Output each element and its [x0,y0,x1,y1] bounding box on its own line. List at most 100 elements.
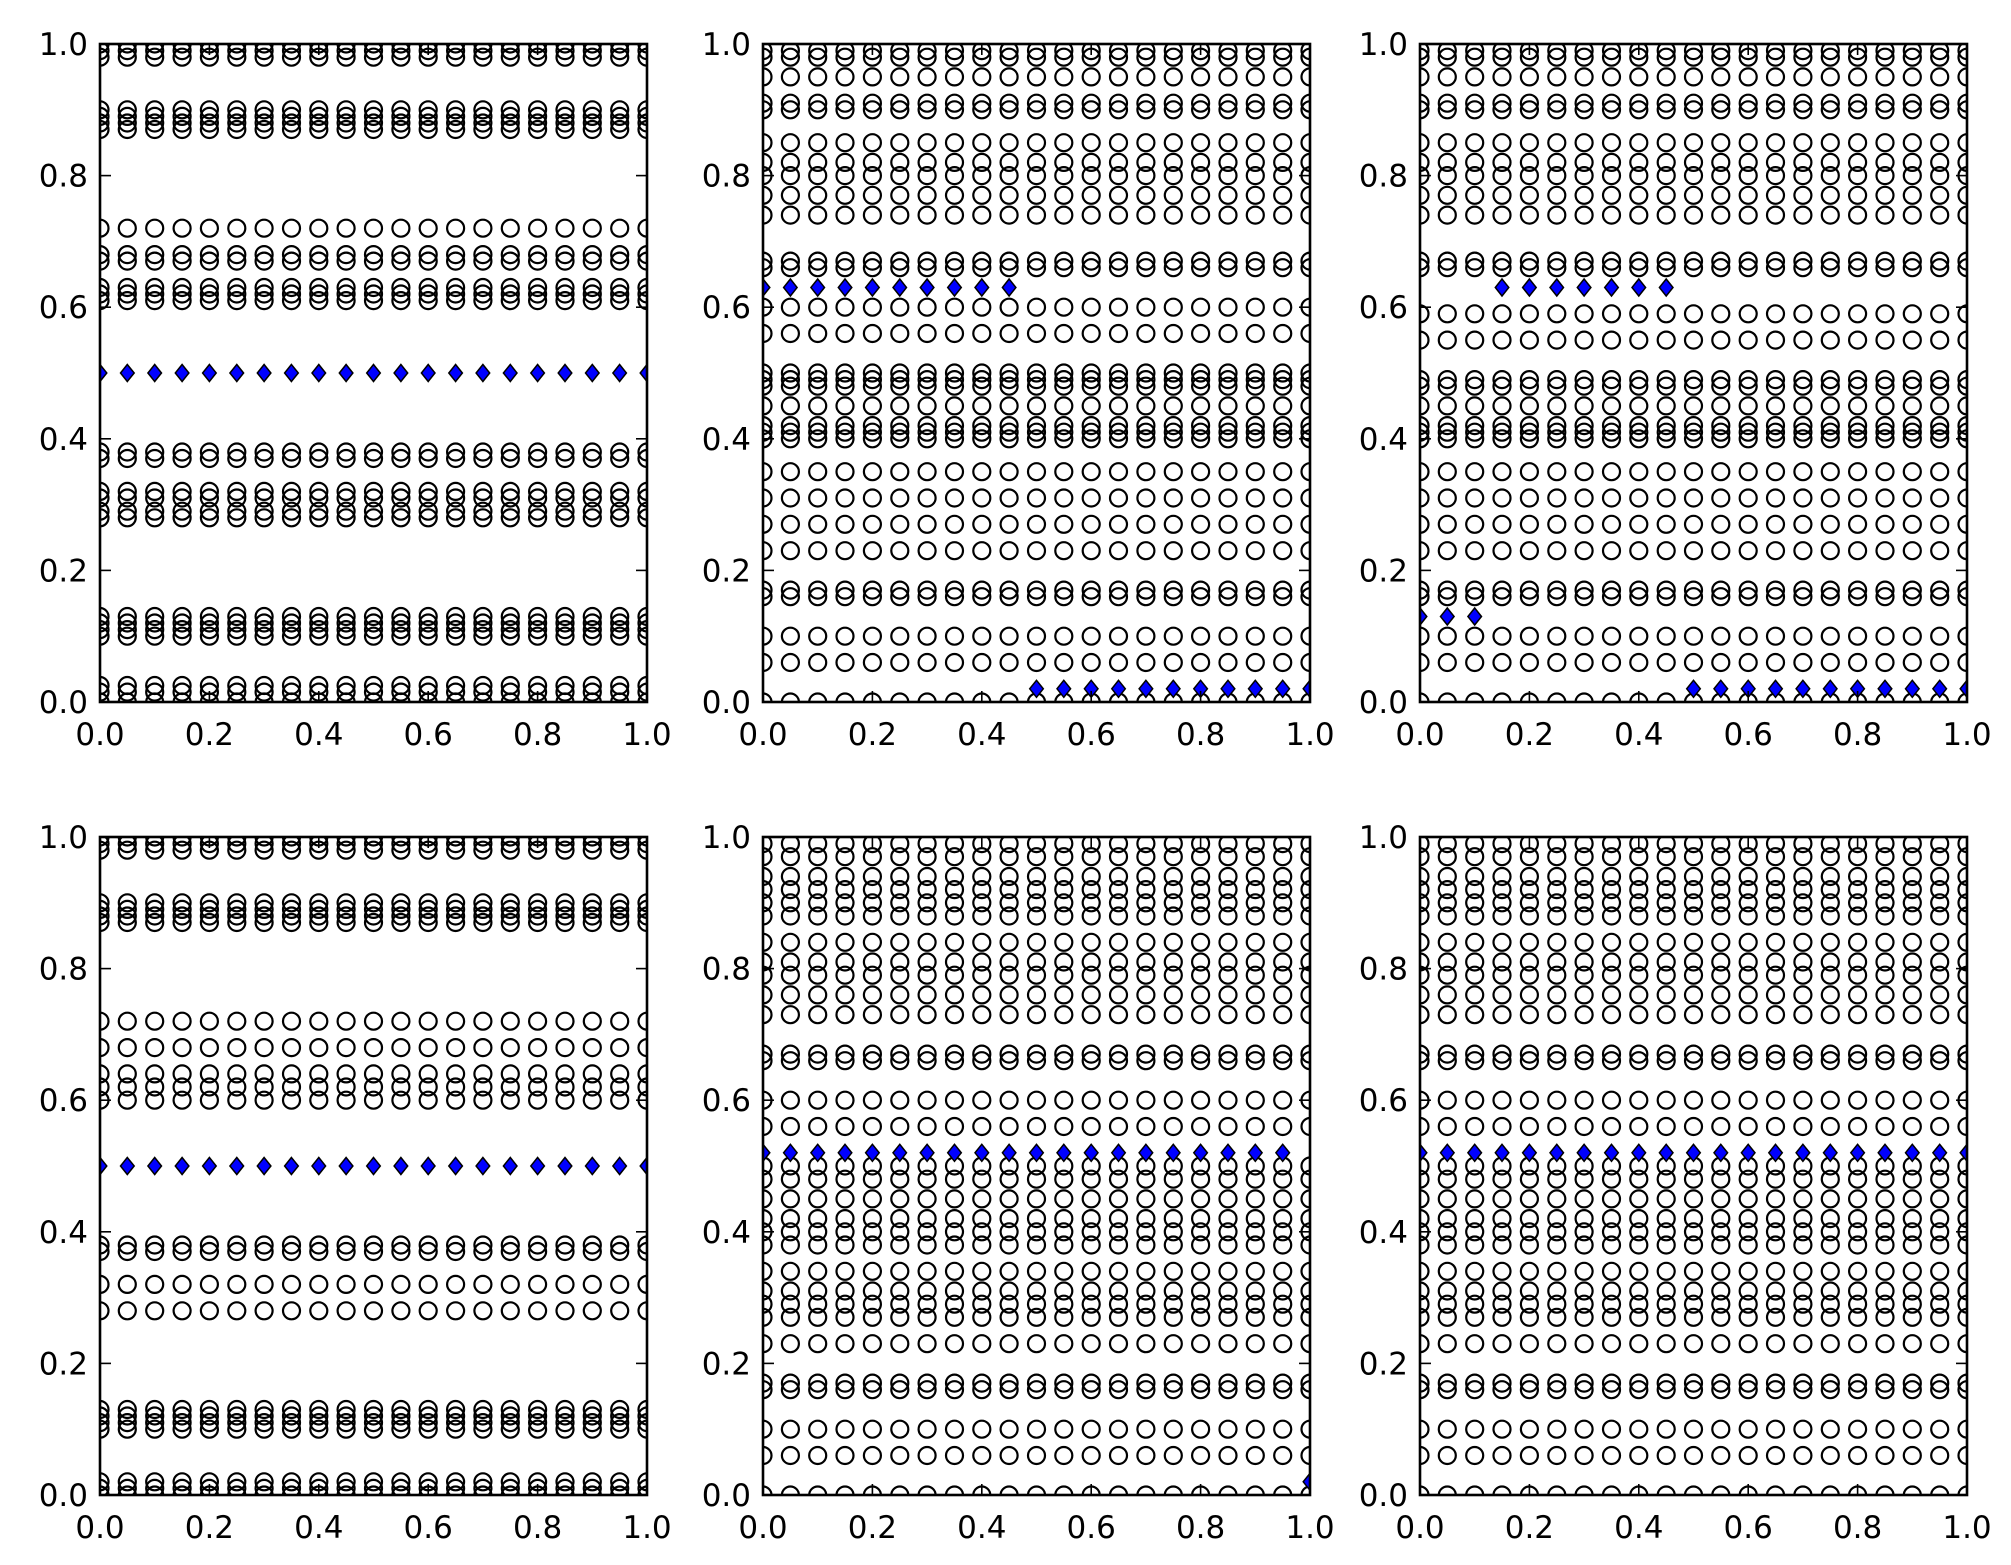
circle-point [1190,323,1211,344]
circle-point [944,514,965,534]
circle-point [1420,1294,1430,1314]
circle-point [1026,1208,1047,1229]
circle-point [1081,985,1101,1005]
circle-point [1108,370,1129,390]
circle-point [1902,837,1922,854]
circle-point [1629,1051,1649,1071]
circle-point [1547,692,1567,702]
circle-point [100,1011,110,1031]
circle-point [1108,541,1129,561]
circle-point [1683,1307,1704,1327]
circle-point [1738,185,1758,205]
circle-point [1847,152,1868,172]
circle-point [418,44,438,61]
circle-point [1738,133,1758,153]
circle-point [1656,626,1676,646]
data-markers [763,837,1310,1495]
circle-point [309,606,329,627]
circle-point [780,587,801,607]
axes-frame [1418,42,1969,704]
circle-point [500,1399,520,1420]
circle-point [1081,879,1101,900]
circle-point [309,448,329,469]
circle-point [527,1406,548,1426]
circle-point [418,837,438,854]
diamond-point [119,1156,136,1176]
circle-point [145,291,165,311]
circle-point [145,626,165,646]
circle-point [281,837,302,854]
circle-point [1163,514,1183,534]
circle-point [500,218,520,238]
circle-point [363,100,384,120]
circle-point [1820,541,1840,561]
circle-point [1820,1419,1840,1439]
circle-point [1054,152,1074,172]
circle-point [890,422,910,442]
diamond-point [1466,1143,1483,1163]
circle-point [610,1301,630,1321]
circle-point [1465,1169,1485,1189]
circle-point [917,47,937,67]
circle-point [1820,1445,1840,1466]
circle-point [1711,866,1731,887]
circle-point [1930,1051,1950,1071]
circle-point [1547,422,1567,442]
circle-point [917,514,937,534]
circle-point [1601,692,1622,702]
circle-point [1420,422,1430,442]
circle-point [763,462,773,482]
circle-point [1245,1485,1265,1495]
circle-point [446,481,466,501]
circle-point [1930,376,1950,396]
circle-point [1930,416,1950,436]
circle-point [1136,893,1156,913]
circle-point [1629,837,1649,854]
circle-point [1054,514,1074,534]
circle-point [527,1399,548,1420]
circle-point [1765,1051,1786,1071]
circle-point [917,1222,937,1242]
circle-point [1437,1005,1457,1025]
circle-point [1190,514,1211,534]
circle-point [363,1478,384,1495]
circle-point [1136,965,1156,985]
circle-point [1245,985,1265,1005]
circle-point [1601,205,1622,225]
circle-point [418,245,438,265]
circle-point [1026,866,1047,887]
y-tick-label: 0.4 [39,1215,88,1251]
circle-point [917,1485,937,1495]
circle-point [1957,1380,1967,1400]
circle-point [1930,879,1950,900]
circle-point [890,906,910,926]
circle-point [1163,251,1183,271]
diamond-point [1959,1143,1967,1163]
circle-point [637,245,647,265]
circle-point [1136,133,1156,153]
circle-point [1656,965,1676,985]
circle-point [1300,67,1310,87]
circle-point [1765,370,1786,390]
circle-point [999,205,1019,225]
circle-point [336,1478,356,1495]
circle-point [1300,1281,1310,1301]
circle-point [862,258,883,278]
circle-point [227,613,247,633]
circle-point [763,626,773,646]
circle-point [1190,416,1211,436]
circle-point [1300,1334,1310,1354]
circle-point [309,119,329,140]
circle-point [527,488,548,508]
circle-point [363,619,384,640]
circle-point [527,113,548,133]
circle-point [780,965,801,985]
circle-point [1245,251,1265,271]
circle-point [1465,1373,1485,1393]
circle-point [473,44,493,61]
circle-point [1793,1419,1813,1439]
circle-point [418,906,438,926]
circle-point [582,619,602,640]
circle-point [336,448,356,469]
circle-point [1465,396,1485,416]
